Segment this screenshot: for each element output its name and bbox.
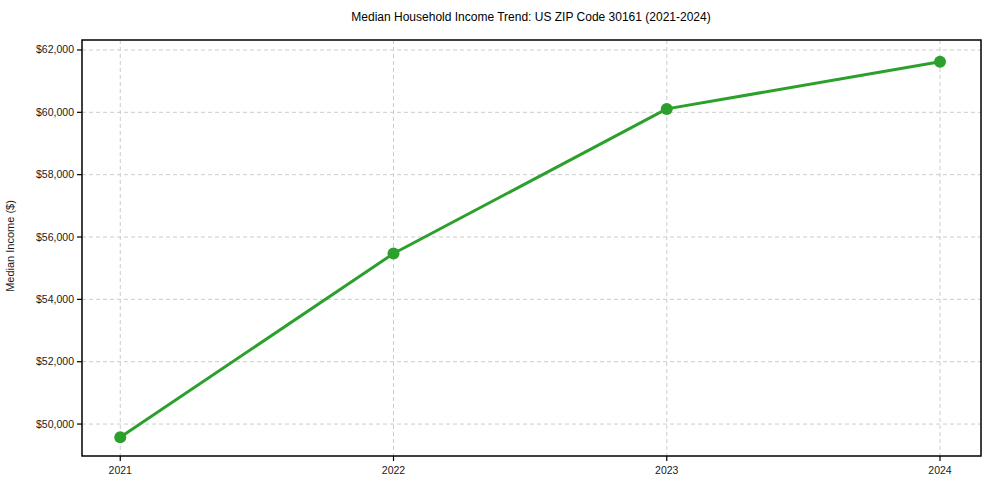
x-tick-label: 2021: [109, 464, 133, 476]
plot-border: [82, 40, 981, 456]
y-tick-label: $60,000: [36, 106, 74, 118]
y-tick-label: $58,000: [36, 168, 74, 180]
line-chart-svg: Median Household Income Trend: US ZIP Co…: [0, 0, 989, 490]
x-tick-label: 2024: [928, 464, 952, 476]
y-tick-label: $56,000: [36, 231, 74, 243]
y-tick-label: $50,000: [36, 418, 74, 430]
chart-container: Median Household Income Trend: US ZIP Co…: [0, 0, 989, 490]
data-point: [661, 103, 673, 115]
data-point: [934, 56, 946, 68]
data-point: [388, 248, 400, 260]
x-tick-label: 2023: [655, 464, 679, 476]
y-tick-label: $62,000: [36, 43, 74, 55]
gridlines: [82, 40, 981, 456]
data-point: [114, 431, 126, 443]
y-tick-label: $52,000: [36, 355, 74, 367]
axis-ticks: $50,000 $52,000 $54,000 $56,000 $58,000 $60,0…: [36, 43, 952, 476]
y-tick-label: $54,000: [36, 293, 74, 305]
x-tick-label: 2022: [382, 464, 406, 476]
chart-title: Median Household Income Trend: US ZIP Co…: [351, 10, 710, 24]
data-line: [120, 62, 940, 437]
y-axis-label: Median Income ($): [4, 200, 16, 292]
